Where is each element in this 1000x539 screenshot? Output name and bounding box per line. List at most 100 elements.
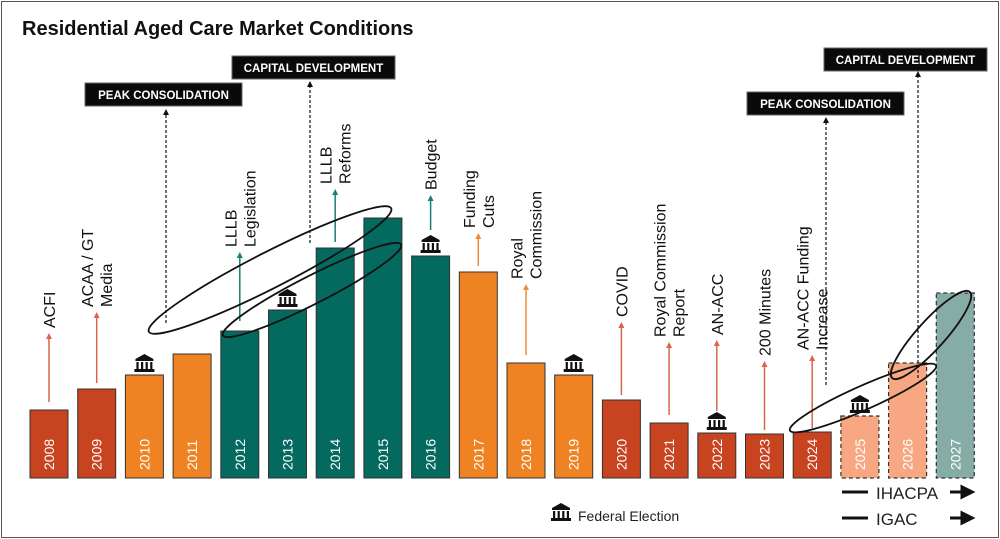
bar-2012: 2012 <box>220 330 260 479</box>
annotation-text: Royal <box>510 238 527 279</box>
bar-2008: 2008 <box>29 409 69 479</box>
bar-year-label: 2012 <box>232 439 248 470</box>
column <box>861 403 864 410</box>
column <box>279 297 282 304</box>
bar <box>601 399 641 479</box>
bar-year-label: 2026 <box>900 439 916 470</box>
federal-election-icon <box>134 354 155 372</box>
entablature <box>421 240 440 242</box>
column <box>865 403 868 410</box>
timeline-ihacpa: IHACPA <box>842 484 976 503</box>
annotation-2012: LLLB Legislation <box>223 171 259 321</box>
annotation-text: Media <box>99 263 116 307</box>
phase-box <box>84 82 243 107</box>
bar-year-label: 2025 <box>852 439 868 470</box>
annotation-text: Report <box>672 288 689 337</box>
annotation-text: Budget <box>424 139 441 190</box>
phase-label: PEAK CONSOLIDATION <box>760 99 891 111</box>
bar-year-label: 2009 <box>89 439 105 470</box>
phase-2: CAPITAL DEVELOPMENT <box>231 55 396 243</box>
federal-election-icon <box>277 289 298 307</box>
bar-2015: 2015 <box>363 217 403 479</box>
column <box>422 243 425 250</box>
base <box>134 369 155 372</box>
base <box>563 369 584 372</box>
bar <box>697 432 737 479</box>
bar-year-label: 2018 <box>518 439 534 470</box>
entablature <box>850 400 869 402</box>
bar-year-label: 2027 <box>947 439 963 470</box>
bar-2019: 2019 <box>554 374 594 479</box>
bar-2024: 2024 <box>792 431 832 479</box>
bar-2016: 2016 <box>411 255 451 479</box>
bar-2017: 2017 <box>458 271 498 479</box>
bar-year-label: 2022 <box>709 439 725 470</box>
roof <box>707 412 726 417</box>
annotation-2021: Royal Commission Report <box>653 204 689 415</box>
column <box>150 362 153 369</box>
entablature <box>707 417 726 419</box>
bar-year-label: 2017 <box>470 439 486 470</box>
bar-2014: 2014 <box>315 247 355 479</box>
annotation-2018: Royal Commission <box>510 191 546 355</box>
federal-election-icon <box>420 235 441 253</box>
bar <box>220 330 260 479</box>
bar <box>745 433 784 479</box>
phase-box <box>231 55 396 80</box>
bar-year-label: 2015 <box>375 439 391 470</box>
column <box>284 297 287 304</box>
timeline-label: IHACPA <box>876 484 939 503</box>
trend-ellipse <box>221 242 403 338</box>
annotation-2014: LLLB Reforms <box>319 124 355 242</box>
roof <box>421 235 440 240</box>
bar-year-label: 2021 <box>661 439 677 470</box>
phase-box <box>823 47 988 72</box>
bar <box>77 388 117 479</box>
bar <box>458 271 498 479</box>
entablature <box>564 359 583 361</box>
column <box>574 362 578 369</box>
bar <box>792 431 832 479</box>
timeline-label: IGAC <box>876 510 918 529</box>
annotation-text: AN-ACC Funding <box>796 226 813 350</box>
bar-2022: 2022 <box>697 432 737 479</box>
entablature <box>552 508 570 510</box>
bar <box>172 353 212 479</box>
column <box>293 297 296 304</box>
annotation-2017: Funding Cuts <box>462 170 498 266</box>
bar-2027: 2027 <box>935 292 975 479</box>
phase-box <box>746 91 905 116</box>
column <box>722 420 725 427</box>
phase-4: CAPITAL DEVELOPMENT <box>823 47 988 378</box>
bar-2010: 2010 <box>124 374 164 479</box>
bar <box>363 217 403 479</box>
bar <box>649 422 689 479</box>
bar-2023: 2023 <box>745 433 784 479</box>
column <box>708 420 711 427</box>
bar-2013: 2013 <box>268 309 307 479</box>
bar-year-label: 2013 <box>280 439 296 470</box>
annotation-text: LLLB <box>223 210 240 247</box>
column <box>431 243 434 250</box>
bar-2018: 2018 <box>506 362 546 479</box>
annotation-text: 200 Minutes <box>758 269 775 356</box>
annotation-2020: COVID <box>614 266 631 395</box>
column <box>553 511 556 518</box>
column <box>579 362 582 369</box>
column <box>145 362 148 369</box>
annotation-text: Cuts <box>481 195 498 228</box>
trend-ellipse <box>788 362 938 434</box>
bar-2009: 2009 <box>77 388 117 479</box>
annotation-text: Legislation <box>242 171 259 248</box>
bar <box>29 409 69 479</box>
bar <box>506 362 546 479</box>
bar-year-label: 2011 <box>184 440 200 470</box>
trend-ellipse <box>889 289 973 381</box>
phase-3: PEAK CONSOLIDATION <box>746 91 905 385</box>
roof <box>278 289 297 294</box>
bar-2020: 2020 <box>601 399 641 479</box>
base <box>277 304 298 307</box>
annotation-text: ACFI <box>42 292 59 328</box>
